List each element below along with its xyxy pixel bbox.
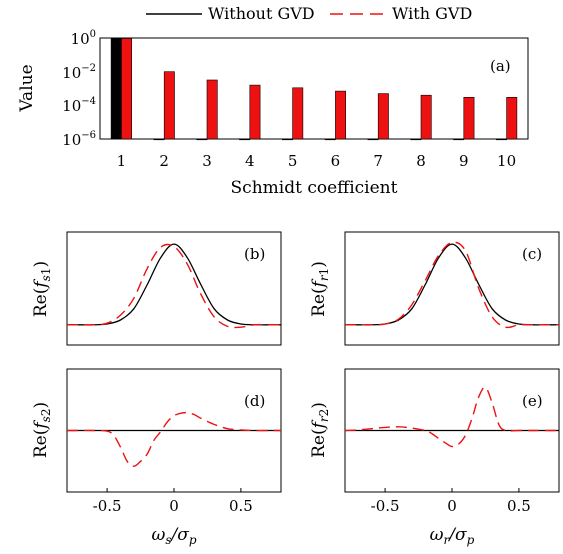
panel-c-line-with-gvd [344, 241, 559, 329]
ytick-1e-2: 10−2 [62, 63, 96, 82]
bar-with-gvd-3 [206, 79, 218, 140]
bar-with-gvd-2 [163, 71, 175, 140]
panel-d-xtick--0.5: -0.5 [93, 497, 122, 515]
panel-e-tag: (e) [522, 392, 543, 410]
bar-with-gvd-8 [420, 94, 432, 140]
bar-without-gvd-8 [410, 138, 422, 141]
bar-without-gvd-4 [239, 138, 251, 141]
panel-a-xlabel: Schmidt coefficient [231, 178, 398, 198]
bar-without-gvd-2 [153, 138, 165, 141]
panel-e-xtick--0.5: -0.5 [371, 497, 400, 515]
bar-with-gvd-1 [121, 38, 133, 140]
panel-e: -0.5 0 0.5 (e) Re(fr2) ωr/σp [309, 368, 560, 547]
xtick-3: 3 [202, 152, 212, 170]
bar-with-gvd-10 [506, 97, 518, 140]
legend-label-with-gvd: With GVD [392, 4, 472, 23]
panel-b-ylabel: Re(fs1) [31, 261, 53, 317]
panel-e-xtick-0.5: 0.5 [507, 497, 531, 515]
bar-without-gvd-1 [110, 37, 122, 140]
bar-without-gvd-9 [453, 138, 465, 141]
xtick-8: 8 [416, 152, 426, 170]
panel-b-frame [66, 231, 282, 346]
xtick-9: 9 [459, 152, 469, 170]
xtick-7: 7 [373, 152, 383, 170]
bar-with-gvd-9 [463, 97, 475, 140]
panel-a-xticks: 1 2 3 4 5 6 7 8 9 10 [117, 152, 517, 170]
panel-e-line-with-gvd [344, 386, 559, 448]
panel-a-ylabel: Value [17, 64, 37, 112]
bar-without-gvd-10 [495, 138, 507, 141]
panel-e-xticks: -0.5 0 0.5 [371, 488, 531, 515]
panel-b-plot [66, 243, 281, 329]
panel-d-line-with-gvd [67, 411, 281, 467]
bar-without-gvd-7 [367, 138, 379, 141]
bar-with-gvd-7 [377, 93, 389, 140]
panel-d-ylabel: Re(fs2) [31, 402, 53, 458]
panel-e-plot [344, 386, 559, 448]
panel-c-frame [344, 231, 560, 346]
bar-with-gvd-4 [249, 84, 261, 140]
panel-c-tag: (c) [522, 245, 542, 263]
bar-without-gvd-6 [324, 138, 336, 141]
panel-c: (c) Re(fr1) [309, 231, 560, 346]
legend: Without GVD With GVD [146, 4, 472, 23]
panel-d-plot [67, 411, 281, 467]
ytick-1e0: 100 [71, 29, 96, 48]
panel-b-line-with-gvd [66, 243, 281, 329]
panel-e-xtick-0: 0 [447, 497, 457, 515]
panel-a-bars [110, 37, 518, 141]
panel-b-tag: (b) [244, 245, 265, 263]
panel-c-ylabel: Re(fr1) [309, 261, 331, 317]
panel-c-plot [344, 241, 559, 329]
panel-d-xticks: -0.5 0 0.5 [93, 488, 253, 515]
xtick-2: 2 [159, 152, 169, 170]
panel-b: (b) Re(fs1) [31, 231, 282, 346]
bar-without-gvd-5 [281, 138, 293, 141]
xtick-10: 10 [497, 152, 516, 170]
ytick-1e-6: 10−6 [62, 130, 96, 149]
panel-d-xtick-0: 0 [169, 497, 179, 515]
panel-d-tag: (d) [244, 392, 265, 410]
panel-e-xlabel: ωr/σp [430, 525, 475, 547]
xtick-5: 5 [288, 152, 298, 170]
legend-label-without-gvd: Without GVD [208, 4, 315, 23]
panel-a-frame [99, 37, 529, 140]
panel-a: 1 2 3 4 5 6 7 8 9 10 100 10−2 10−4 10−6 Value Sch… [17, 29, 529, 198]
bar-without-gvd-3 [196, 138, 208, 141]
xtick-6: 6 [331, 152, 341, 170]
panel-d-xlabel: ωs/σp [151, 525, 196, 547]
panel-e-ylabel: Re(fr2) [309, 402, 331, 458]
bar-with-gvd-5 [292, 87, 304, 140]
panel-a-yticks: 100 10−2 10−4 10−6 [62, 29, 96, 149]
panel-d-xtick-0.5: 0.5 [229, 497, 253, 515]
xtick-1: 1 [117, 152, 127, 170]
ytick-1e-4: 10−4 [62, 96, 96, 115]
panel-a-tag: (a) [490, 57, 511, 75]
bar-with-gvd-6 [335, 90, 346, 140]
xtick-4: 4 [245, 152, 255, 170]
panel-d: -0.5 0 0.5 (d) Re(fs2) ωs/σp [31, 368, 282, 547]
